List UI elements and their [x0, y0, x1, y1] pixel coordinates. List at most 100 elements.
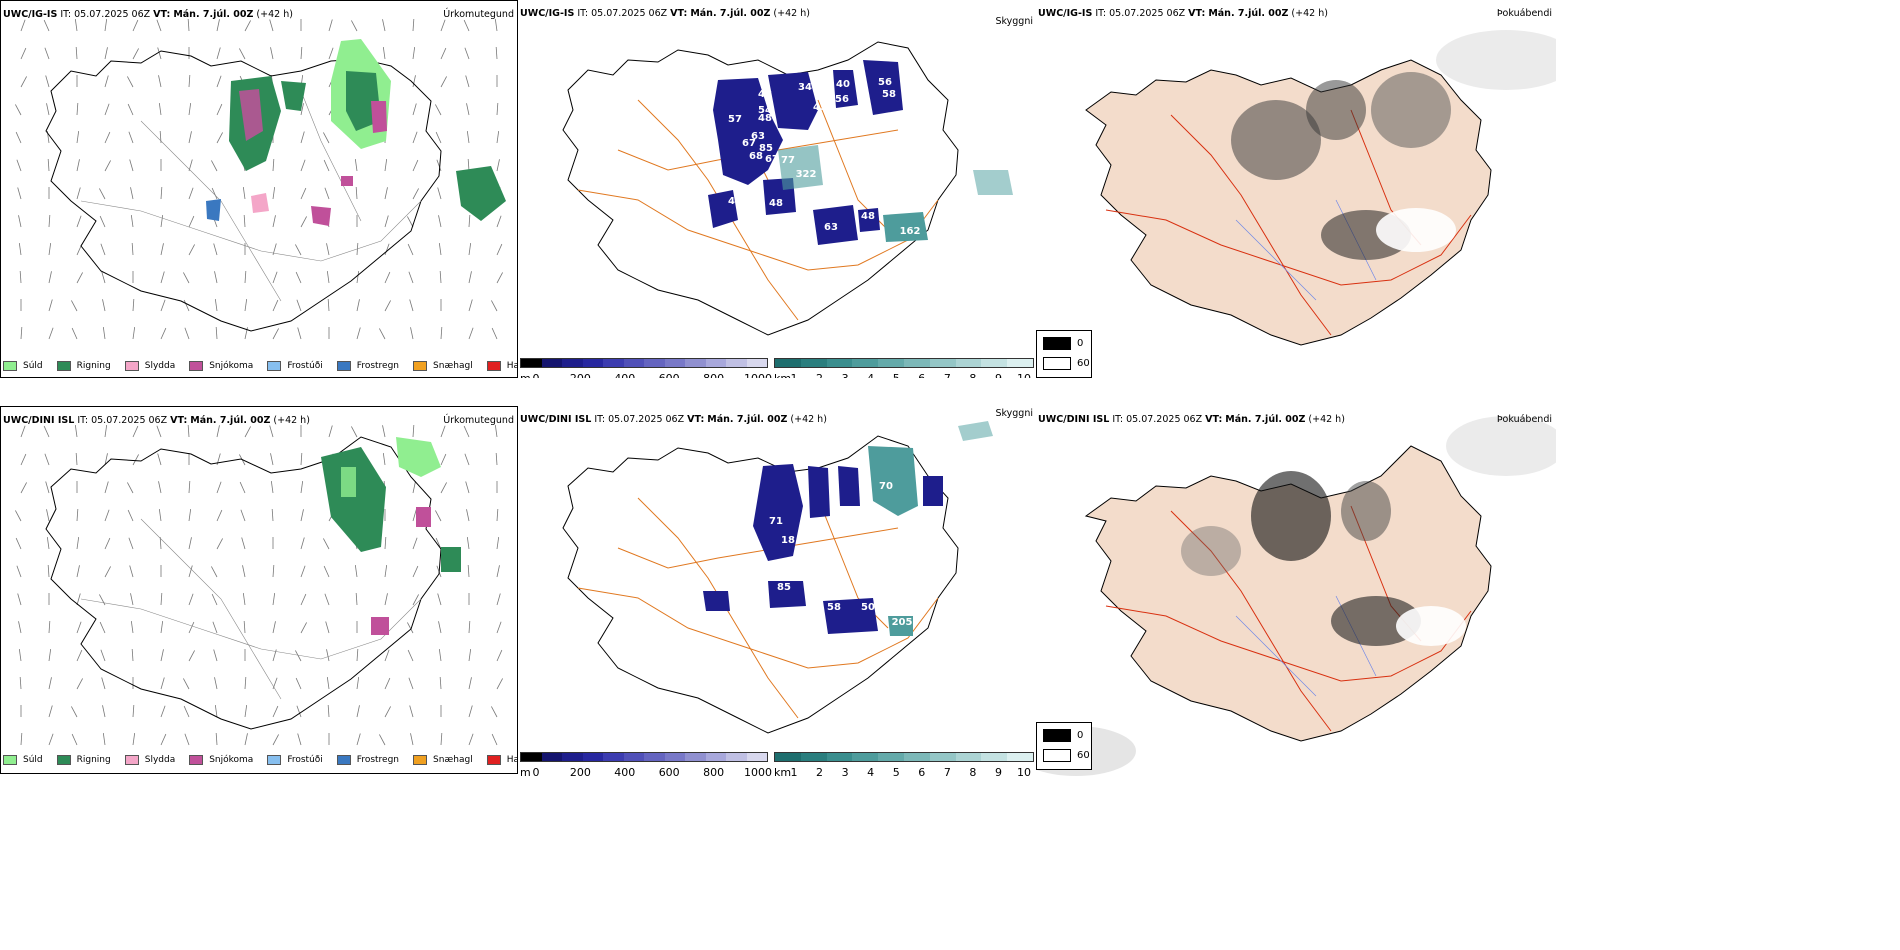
- wind-barb: [18, 215, 22, 228]
- wind-barb: [104, 481, 109, 494]
- wind-barb: [272, 565, 275, 578]
- wind-barb: [300, 131, 305, 144]
- wind-barb: [100, 649, 106, 662]
- wind-barb: [104, 160, 111, 172]
- visibility-value-label: 49: [856, 563, 870, 574]
- wind-barb: [354, 565, 358, 578]
- visibility-value-label: 85: [777, 582, 791, 593]
- wind-barb: [215, 733, 218, 746]
- fog-index-legend: 0 60: [1036, 722, 1092, 770]
- wind-barb: [76, 678, 83, 690]
- wind-barb: [104, 453, 108, 466]
- visibility-map-bottom: 70 71 18 10 85 58 50 205 46 49: [562, 421, 993, 734]
- wind-barb: [188, 481, 191, 494]
- wind-barb: [100, 243, 106, 256]
- wind-barb: [17, 187, 22, 200]
- wind-barb: [356, 677, 360, 690]
- wind-barb: [379, 734, 386, 746]
- wind-barb: [75, 47, 78, 60]
- wind-barb: [407, 243, 414, 256]
- wind-barb: [101, 271, 106, 284]
- wind-barb: [468, 243, 472, 256]
- legend-swatch: [56, 755, 71, 765]
- wind-barb: [241, 537, 246, 550]
- wind-barb: [272, 705, 279, 718]
- wind-barb: [496, 565, 500, 578]
- wind-barb: [127, 103, 134, 116]
- legend-label: Snjókoma: [209, 755, 254, 765]
- wind-barb: [102, 327, 106, 340]
- wind-barb: [20, 76, 27, 88]
- wind-barb: [16, 159, 22, 172]
- wind-barb: [328, 47, 334, 60]
- scale-tick-label: 6: [918, 766, 926, 776]
- wind-barb: [184, 733, 190, 746]
- wind-barb: [71, 327, 78, 340]
- legend-label: Frostúði: [287, 755, 323, 765]
- wind-barb: [99, 188, 106, 200]
- wind-barb: [188, 131, 192, 144]
- wind-barb: [407, 622, 414, 634]
- wind-barb: [271, 509, 274, 522]
- visibility-value-label: 47: [728, 196, 742, 207]
- wind-barb: [272, 215, 276, 228]
- legend-label: Frostregn: [356, 755, 400, 765]
- wind-barb: [160, 621, 164, 634]
- wind-barb: [102, 705, 106, 718]
- wind-barb: [272, 299, 279, 312]
- wind-barb: [130, 621, 134, 634]
- fog-legend-item: 0: [1043, 337, 1083, 350]
- visibility-value-label: 48: [758, 113, 772, 124]
- fog-legend-item: 0: [1043, 729, 1083, 742]
- wind-barb: [216, 47, 221, 60]
- visibility-value-label: 205: [892, 617, 913, 628]
- legend-label: 60: [1077, 358, 1090, 369]
- precip-areas: [321, 437, 461, 635]
- wind-barb: [104, 425, 108, 438]
- wind-barb: [132, 705, 135, 718]
- scale-tick-label: 5: [893, 372, 900, 378]
- panel-title: UWC/IG-IS IT: 05.07.2025 06Z VT: Mán. 7.…: [3, 9, 293, 20]
- wind-barb: [132, 733, 136, 746]
- wind-barb: [435, 131, 442, 144]
- scale-tick-label: 1: [791, 372, 798, 378]
- wind-barb: [465, 75, 470, 88]
- wind-barb: [131, 243, 134, 256]
- wind-barb: [216, 509, 223, 522]
- wind-barb: [244, 20, 251, 32]
- wind-barb: [323, 538, 330, 550]
- visibility-value-label: 58: [827, 602, 841, 613]
- wind-barb: [327, 705, 330, 718]
- wind-barb: [409, 299, 414, 312]
- wind-barb: [102, 299, 106, 312]
- wind-barb: [157, 453, 162, 466]
- legend-label: 0: [1077, 730, 1084, 741]
- scale-tick-label: 800: [703, 766, 725, 776]
- wind-barb: [76, 103, 79, 116]
- wind-barb: [272, 159, 275, 172]
- visibility-value-label: 42: [813, 85, 827, 96]
- wind-barb: [188, 537, 192, 550]
- precip-type-panel-bottom: UWC/DINI ISL IT: 05.07.2025 06Z VT: Mán.…: [0, 406, 518, 774]
- wind-barb: [127, 482, 134, 494]
- scale-tick-label: 8: [969, 766, 977, 776]
- wind-barb: [76, 621, 82, 634]
- wind-barb: [216, 75, 222, 88]
- precip-type-map-top: [15, 19, 506, 340]
- wind-barb: [466, 509, 470, 522]
- wind-barb: [243, 621, 246, 634]
- visibility-value-label: 45: [813, 102, 827, 113]
- wind-barb: [408, 677, 414, 690]
- legend-swatch: [336, 755, 351, 765]
- legend-swatch: [413, 755, 428, 765]
- precip-type-legend: Súld Rigning Slydda Snjókoma Frostúði Frostre…: [3, 353, 517, 377]
- wind-barb: [213, 243, 218, 256]
- wind-barb: [412, 565, 419, 578]
- wind-barb: [242, 187, 246, 200]
- visibility-value-label: 48: [769, 198, 783, 209]
- fog-index-panel-top: UWC/IG-IS IT: 05.07.2025 06Z VT: Mán. 7.…: [1036, 0, 1556, 378]
- scale-tick-label: 1000: [744, 766, 772, 776]
- legend-item: Rigning: [56, 755, 111, 765]
- wind-barb: [156, 19, 162, 32]
- wind-barb: [160, 733, 167, 746]
